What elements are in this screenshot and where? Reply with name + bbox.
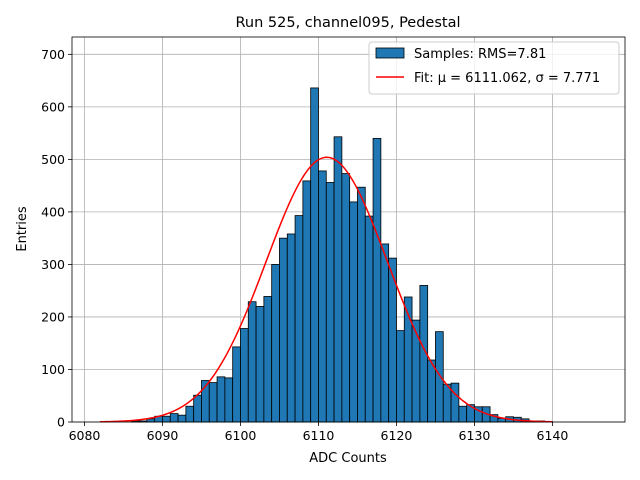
histogram-bar	[411, 319, 421, 423]
histogram-bar	[333, 136, 343, 423]
y-tick-label: 600	[41, 99, 65, 114]
y-axis-ticks: 0 100 200 300 400 500 600 700	[41, 47, 72, 430]
histogram-bar	[169, 413, 179, 423]
histogram-bar	[364, 215, 374, 423]
x-tick-label: 6110	[303, 428, 335, 443]
x-axis-label: ADC Counts	[309, 451, 387, 466]
histogram-bar	[247, 301, 257, 423]
histogram-bar	[325, 182, 335, 423]
histogram-bar	[302, 180, 312, 423]
histogram-bar	[318, 170, 327, 423]
y-tick-label: 100	[41, 362, 65, 377]
legend: Samples: RMS=7.81 Fit: μ = 6111.062, σ =…	[368, 41, 620, 95]
chart-title: Run 525, channel095, Pedestal	[235, 15, 460, 31]
histogram-bar	[458, 405, 468, 423]
y-tick-label: 400	[41, 204, 65, 219]
histogram-bar	[442, 383, 452, 423]
histogram-bar	[396, 330, 405, 423]
legend-label-fit: Fit: μ = 6111.062, σ = 7.771	[414, 71, 600, 86]
histogram-bar	[162, 415, 171, 423]
histogram-bar	[279, 237, 288, 423]
y-tick-label: 500	[41, 152, 65, 167]
histogram-bar	[185, 405, 195, 423]
histogram-bar	[263, 296, 273, 423]
y-tick-label: 0	[57, 415, 65, 430]
histogram-bar	[341, 173, 351, 423]
histogram-bar	[177, 414, 187, 423]
x-tick-label: 6090	[147, 428, 179, 443]
plot-frame	[71, 36, 626, 423]
histogram-bar	[294, 215, 304, 423]
y-tick-label: 200	[41, 309, 65, 324]
legend-swatch-samples	[375, 47, 405, 59]
histogram-bar	[224, 377, 234, 423]
x-tick-label: 6120	[381, 428, 413, 443]
y-tick-label: 700	[41, 47, 65, 62]
x-tick-label: 6080	[69, 428, 101, 443]
histogram-bar	[450, 382, 460, 423]
histogram-bar	[232, 346, 241, 423]
histogram-bar	[372, 137, 382, 423]
histogram-bar	[427, 359, 436, 423]
x-tick-label: 6140	[537, 428, 569, 443]
histogram-bar	[271, 264, 280, 423]
fit-curve	[100, 156, 553, 423]
histogram-bar	[357, 186, 366, 423]
y-tick-label: 300	[41, 257, 65, 272]
histogram-bar	[349, 201, 358, 423]
legend-frame	[368, 41, 620, 95]
y-axis-label: Entries	[15, 206, 30, 252]
histogram-bar	[255, 306, 265, 423]
histogram-bar	[193, 394, 202, 423]
histogram-bar	[286, 233, 296, 423]
histogram-bar	[310, 87, 319, 423]
histogram-bar	[208, 382, 218, 423]
x-tick-label: 6100	[225, 428, 257, 443]
histogram-bar	[240, 328, 249, 423]
histogram-bar	[380, 243, 390, 423]
histogram-bar	[435, 331, 444, 423]
x-axis-ticks: 6080 6090 6100 6110 6120 6130 6140	[69, 422, 569, 443]
histogram-bar	[216, 376, 226, 423]
x-tick-label: 6130	[459, 428, 491, 443]
legend-label-samples: Samples: RMS=7.81	[414, 47, 546, 62]
